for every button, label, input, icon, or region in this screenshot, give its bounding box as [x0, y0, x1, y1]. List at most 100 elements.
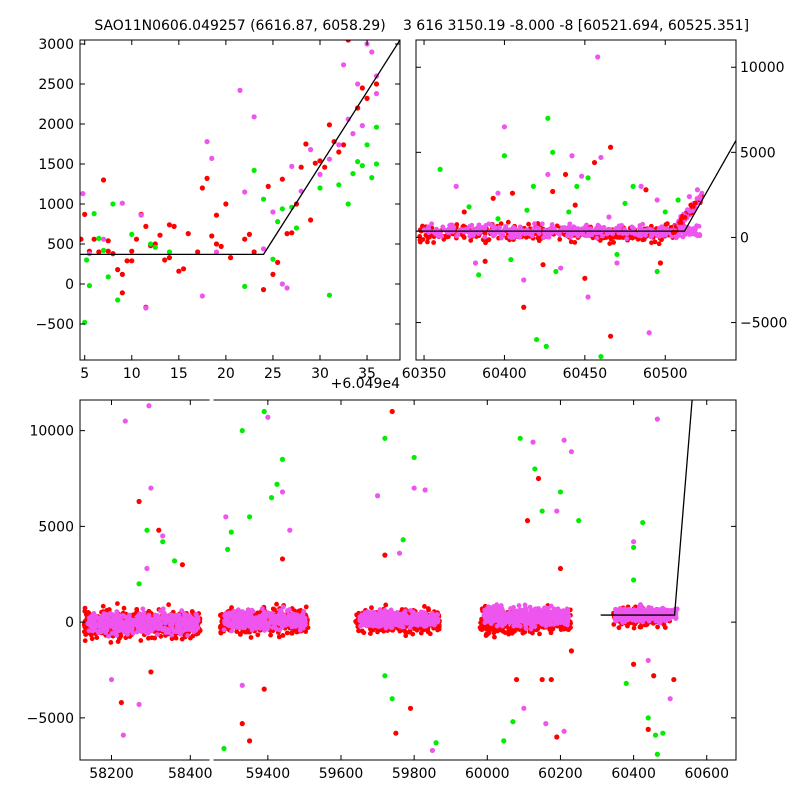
data-point [660, 730, 666, 736]
band-point [518, 618, 524, 624]
band-point [88, 619, 94, 625]
band-point [531, 608, 536, 614]
data-point [284, 231, 290, 237]
band-point [664, 226, 670, 232]
band-point [113, 617, 119, 623]
data-point [369, 175, 375, 181]
data-point [598, 154, 604, 161]
band-point [277, 608, 283, 613]
band-point [166, 602, 172, 608]
data-point [411, 485, 417, 491]
band-point [244, 629, 250, 635]
band-point [185, 633, 190, 638]
data-point [422, 487, 428, 493]
band-point [152, 621, 158, 627]
data-point [317, 171, 323, 177]
data-point [246, 738, 253, 744]
data-point [675, 197, 681, 203]
band-point [498, 231, 504, 237]
data-point [686, 193, 692, 200]
data-point [80, 236, 84, 242]
data-point [411, 454, 417, 461]
band-point [169, 636, 175, 642]
data-point [279, 556, 286, 562]
band-point [108, 640, 114, 645]
band-point [560, 225, 565, 231]
band-point [115, 639, 121, 644]
data-point [239, 428, 245, 434]
data-point [654, 751, 660, 757]
band-point [426, 607, 431, 613]
band-point [99, 623, 104, 628]
band-point [257, 619, 262, 625]
band-point [289, 630, 295, 636]
band-point [549, 222, 555, 227]
band-point [82, 605, 88, 611]
band-point [182, 612, 188, 618]
data-point [553, 268, 559, 275]
data-point [336, 182, 342, 188]
x-tick-label: 58200 [89, 766, 134, 782]
data-point [568, 449, 575, 455]
band-point [532, 616, 538, 622]
band-point [482, 609, 488, 615]
band-point [624, 231, 630, 237]
band-point [492, 634, 497, 640]
band-point [400, 624, 406, 630]
data-point [260, 246, 267, 252]
band-point [268, 632, 274, 638]
data-point [160, 539, 166, 545]
data-point [540, 262, 546, 268]
band-point [640, 221, 646, 227]
band-point [380, 622, 385, 628]
data-point [136, 498, 142, 505]
y-tick-label: 1500 [38, 157, 74, 173]
data-point [144, 527, 150, 533]
data-point [251, 249, 257, 255]
data-point [510, 719, 516, 725]
band-point [102, 621, 108, 626]
band-point [94, 635, 100, 640]
data-point [162, 257, 168, 263]
band-point [594, 235, 600, 241]
data-point [453, 183, 459, 189]
axes-frame [415, 39, 737, 361]
band-point [482, 231, 488, 236]
band-point [568, 239, 574, 245]
data-point [654, 197, 660, 203]
data-point [268, 495, 275, 501]
band-point [223, 611, 229, 616]
band-point [427, 619, 433, 624]
data-point [614, 260, 620, 266]
band-point [551, 226, 557, 231]
band-point [611, 240, 617, 245]
data-point [115, 267, 121, 273]
x-tick-label: 60350 [402, 366, 447, 382]
data-point [382, 552, 388, 558]
band-point [661, 615, 666, 621]
data-point [118, 699, 124, 706]
band-point [385, 619, 391, 625]
band-point [234, 629, 240, 635]
band-point [358, 623, 363, 629]
data-point [543, 721, 549, 727]
axis-break-gap [209, 398, 214, 762]
data-point [221, 745, 227, 752]
band-point [137, 613, 143, 619]
band-point [280, 604, 286, 610]
ramp-point [690, 204, 696, 209]
data-point [569, 153, 575, 159]
band-point [88, 632, 94, 638]
band-point [92, 627, 98, 633]
band-point [388, 609, 394, 614]
data-point [595, 54, 601, 60]
band-point [494, 604, 500, 609]
data-point [246, 231, 253, 237]
band-point [288, 621, 294, 627]
band-point [163, 620, 168, 626]
band-point [369, 605, 374, 611]
data-point [105, 274, 111, 280]
band-point [516, 603, 522, 608]
band-point [181, 619, 187, 625]
data-point [340, 142, 347, 148]
